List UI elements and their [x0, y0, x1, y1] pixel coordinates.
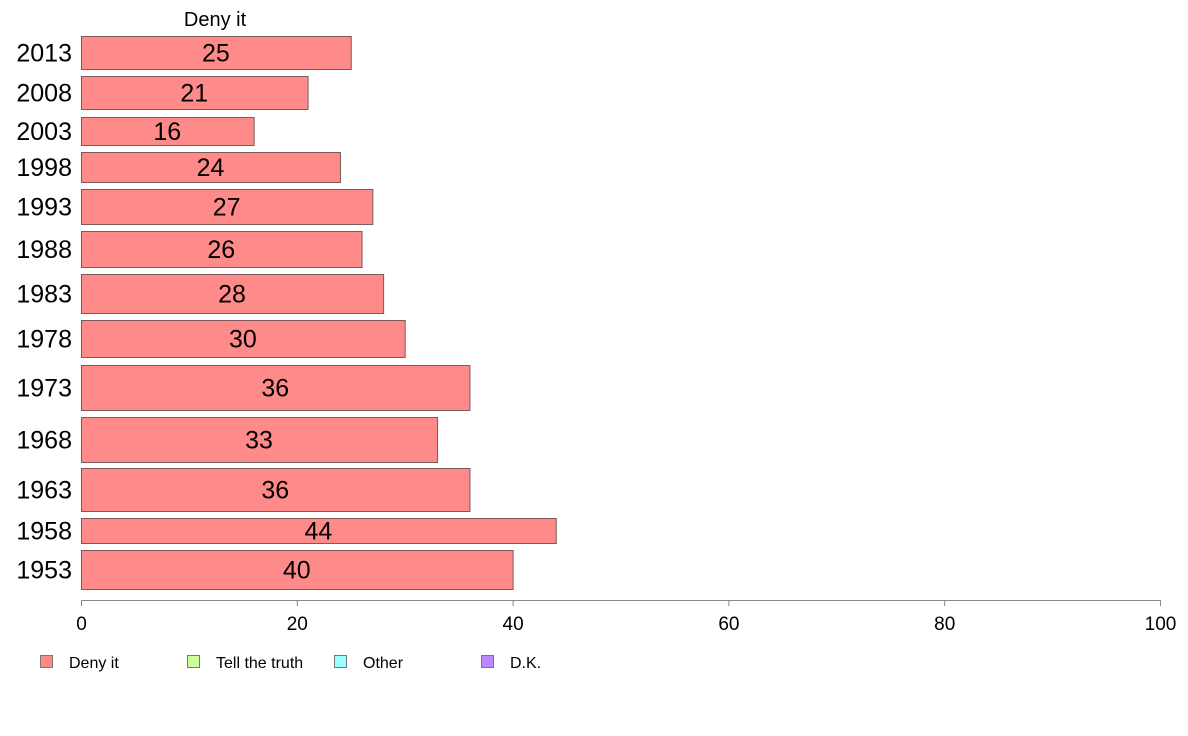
bar-1968	[81, 417, 439, 463]
bar-1983	[81, 274, 385, 314]
x-tick-label-40: 40	[503, 614, 524, 635]
category-label-1983: 1983	[16, 281, 72, 309]
bar-value-label-1988: 26	[207, 236, 235, 264]
bar-1963	[81, 468, 471, 512]
legend-swatch-0	[40, 655, 53, 668]
category-label-1963: 1963	[16, 477, 72, 505]
bar-value-label-1953: 40	[283, 557, 311, 585]
bar-value-label-1958: 44	[304, 518, 332, 546]
x-tick-label-100: 100	[1145, 614, 1177, 635]
legend-label-0: Deny it	[69, 655, 119, 672]
legend-swatch-1	[187, 655, 200, 668]
x-tick-label-60: 60	[718, 614, 739, 635]
category-label-2008: 2008	[16, 80, 72, 108]
legend: Deny it Tell the truth Other D.K.	[40, 655, 541, 672]
x-tick-label-80: 80	[934, 614, 955, 635]
category-label-1998: 1998	[16, 154, 72, 182]
legend-swatch-2	[334, 655, 347, 668]
legend-swatch-3	[481, 655, 494, 668]
bar-value-label-2003: 16	[153, 118, 181, 146]
bar-2008	[81, 76, 309, 110]
bar-value-label-1978: 30	[229, 326, 257, 354]
bar-1988	[81, 231, 363, 268]
bar-1998	[81, 152, 341, 183]
column-title: Deny it	[184, 9, 247, 31]
category-label-2013: 2013	[16, 40, 72, 68]
category-label-1973: 1973	[16, 375, 72, 403]
category-label-1958: 1958	[16, 518, 72, 546]
legend-label-3: D.K.	[510, 655, 541, 672]
category-label-1988: 1988	[16, 236, 72, 264]
bar-value-label-2013: 25	[202, 40, 230, 68]
category-label-1968: 1968	[16, 427, 72, 455]
bar-2013	[81, 36, 352, 70]
legend-label-2: Other	[363, 655, 404, 672]
bar-1973	[81, 365, 471, 411]
bar-2003	[81, 117, 255, 146]
bar-value-label-1998: 24	[197, 154, 225, 182]
bars-group: 25 2013 21 2008 16 2003 24 1998 27 1993 26 1988 28 19…	[16, 36, 557, 590]
bar-1958	[81, 518, 557, 544]
bar-value-label-1968: 33	[245, 427, 273, 455]
legend-label-1: Tell the truth	[216, 655, 303, 672]
x-axis: 0 20 40 60 80 100	[76, 600, 1176, 635]
bar-1953	[81, 550, 514, 590]
bar-1993	[81, 189, 374, 225]
bar-1978	[81, 320, 406, 358]
category-label-1978: 1978	[16, 326, 72, 354]
x-tick-label-20: 20	[287, 614, 308, 635]
category-label-1953: 1953	[16, 557, 72, 585]
category-label-2003: 2003	[16, 118, 72, 146]
bar-value-label-1983: 28	[218, 281, 246, 309]
bar-value-label-1973: 36	[261, 375, 289, 403]
bar-value-label-2008: 21	[180, 80, 208, 108]
category-label-1993: 1993	[16, 194, 72, 222]
bar-value-label-1993: 27	[213, 194, 241, 222]
x-tick-label-0: 0	[76, 614, 87, 635]
bar-value-label-1963: 36	[261, 477, 289, 505]
